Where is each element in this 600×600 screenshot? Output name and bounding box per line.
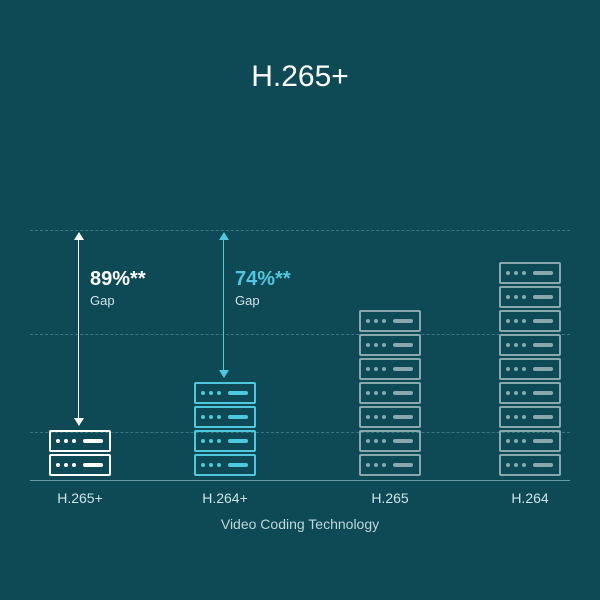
server-unit-icon <box>359 454 421 476</box>
gap-percent: 89%** <box>90 268 146 291</box>
server-unit-icon <box>499 334 561 356</box>
server-unit-icon <box>499 262 561 284</box>
bar-column <box>359 310 421 476</box>
server-unit-icon <box>194 430 256 452</box>
server-unit-icon <box>359 334 421 356</box>
server-unit-icon <box>49 454 111 476</box>
page-root: H.265+ H.265+ H.264+ H.265 H.264 Video Coding… <box>0 0 600 600</box>
gridline <box>30 432 570 433</box>
server-unit-icon <box>49 430 111 452</box>
bar-column <box>49 430 111 476</box>
server-unit-icon <box>499 454 561 476</box>
server-unit-icon <box>194 406 256 428</box>
server-unit-icon <box>359 430 421 452</box>
bar-column <box>499 262 561 476</box>
arrow-head-up-icon <box>219 232 229 240</box>
server-unit-icon <box>359 358 421 380</box>
gap-annotation: 74%** Gap <box>235 268 291 308</box>
server-unit-icon <box>499 310 561 332</box>
arrow-head-up-icon <box>74 232 84 240</box>
x-axis-baseline <box>30 480 570 481</box>
server-unit-icon <box>359 310 421 332</box>
arrow-head-down-icon <box>219 370 229 378</box>
gap-arrow <box>78 238 79 420</box>
gap-arrow <box>223 238 224 372</box>
gap-annotation: 89%** Gap <box>90 268 146 308</box>
gap-label: Gap <box>90 293 115 308</box>
server-unit-icon <box>499 286 561 308</box>
server-unit-icon <box>499 358 561 380</box>
server-unit-icon <box>499 406 561 428</box>
gridline <box>30 334 570 335</box>
gap-label: Gap <box>235 293 260 308</box>
server-unit-icon <box>499 430 561 452</box>
gap-percent: 74%** <box>235 268 291 291</box>
category-label: H.265 <box>330 490 450 506</box>
gridline <box>30 230 570 231</box>
x-axis-label: Video Coding Technology <box>0 516 600 532</box>
server-unit-icon <box>499 382 561 404</box>
arrow-head-down-icon <box>74 418 84 426</box>
server-unit-icon <box>359 382 421 404</box>
server-unit-icon <box>359 406 421 428</box>
bar-column <box>194 382 256 476</box>
server-unit-icon <box>194 454 256 476</box>
category-label: H.264 <box>470 490 590 506</box>
server-unit-icon <box>194 382 256 404</box>
category-label: H.265+ <box>20 490 140 506</box>
category-label: H.264+ <box>165 490 285 506</box>
chart-title: H.265+ <box>0 60 600 94</box>
